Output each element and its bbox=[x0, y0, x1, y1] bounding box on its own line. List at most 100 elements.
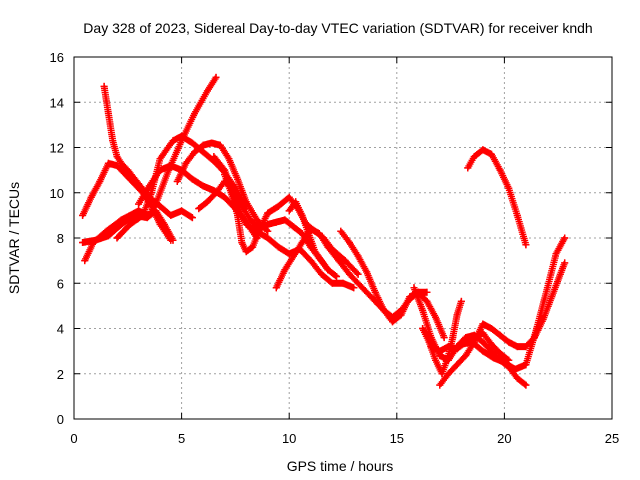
x-tick-label: 10 bbox=[282, 431, 296, 446]
data-point bbox=[79, 211, 87, 219]
data-point bbox=[543, 284, 551, 292]
data-point bbox=[462, 338, 470, 346]
data-point bbox=[419, 325, 427, 332]
data-series bbox=[79, 73, 569, 389]
data-point bbox=[264, 209, 272, 217]
chart-title: Day 328 of 2023, Sidereal Day-to-day VTE… bbox=[83, 20, 592, 36]
data-point bbox=[227, 189, 235, 197]
data-point bbox=[423, 288, 431, 296]
data-point bbox=[156, 202, 164, 210]
data-point bbox=[188, 175, 196, 183]
data-point bbox=[487, 150, 495, 158]
data-point bbox=[124, 166, 132, 174]
y-tick-label: 10 bbox=[50, 186, 64, 201]
data-point bbox=[264, 234, 272, 242]
data-point bbox=[444, 370, 452, 378]
data-point bbox=[552, 250, 560, 258]
data-point bbox=[135, 200, 143, 208]
data-point bbox=[145, 182, 153, 190]
data-point bbox=[444, 343, 452, 351]
data-point bbox=[109, 137, 117, 145]
data-point bbox=[221, 171, 229, 179]
data-point bbox=[464, 164, 472, 172]
data-point bbox=[234, 211, 242, 219]
data-point bbox=[561, 259, 569, 267]
data-point bbox=[419, 306, 427, 314]
data-point bbox=[87, 193, 95, 201]
y-tick-label: 16 bbox=[50, 50, 64, 65]
data-point bbox=[191, 148, 199, 156]
data-point bbox=[556, 270, 564, 278]
data-point bbox=[363, 268, 371, 276]
data-point bbox=[298, 211, 306, 219]
data-point bbox=[285, 207, 293, 215]
series-track-l bbox=[337, 227, 448, 342]
data-point bbox=[425, 338, 433, 346]
data-point bbox=[272, 218, 280, 226]
data-point bbox=[246, 216, 254, 224]
data-point bbox=[285, 193, 293, 201]
data-point bbox=[135, 180, 143, 188]
data-point bbox=[81, 257, 89, 265]
data-point bbox=[470, 153, 478, 161]
x-tick-label: 25 bbox=[605, 431, 619, 446]
series-track-n bbox=[419, 297, 465, 378]
data-point bbox=[79, 239, 87, 247]
data-point bbox=[496, 166, 504, 174]
data-point bbox=[238, 239, 246, 247]
data-point bbox=[522, 241, 530, 249]
data-point bbox=[513, 211, 521, 219]
data-point bbox=[113, 234, 121, 242]
data-point bbox=[281, 266, 289, 274]
data-point bbox=[522, 361, 530, 369]
data-point bbox=[234, 175, 242, 183]
data-point bbox=[191, 110, 199, 118]
data-point bbox=[96, 177, 104, 185]
series-track-d bbox=[79, 207, 177, 247]
data-point bbox=[104, 159, 112, 167]
data-point bbox=[324, 243, 332, 251]
data-point bbox=[242, 220, 250, 228]
data-point bbox=[440, 334, 448, 342]
data-point bbox=[453, 311, 461, 319]
data-point bbox=[156, 155, 164, 163]
data-point bbox=[397, 311, 405, 319]
data-point bbox=[104, 110, 112, 118]
data-point bbox=[496, 349, 504, 357]
y-tick-label: 8 bbox=[57, 231, 64, 246]
data-point bbox=[427, 343, 435, 351]
data-point bbox=[511, 365, 519, 373]
data-point bbox=[479, 347, 487, 355]
data-point bbox=[178, 207, 186, 215]
y-tick-label: 14 bbox=[50, 95, 64, 110]
data-point bbox=[490, 354, 498, 362]
data-point bbox=[147, 189, 155, 197]
data-point bbox=[505, 338, 513, 346]
data-point bbox=[457, 297, 465, 305]
data-point bbox=[167, 211, 175, 219]
x-axis-label: GPS time / hours bbox=[287, 458, 394, 474]
data-point bbox=[436, 381, 444, 389]
series-track-r bbox=[427, 329, 513, 364]
data-point bbox=[505, 356, 513, 364]
x-tick-labels: 0 5 10 15 20 25 bbox=[70, 431, 619, 446]
data-point bbox=[253, 216, 261, 224]
data-point bbox=[210, 153, 218, 161]
data-point bbox=[513, 374, 521, 382]
y-tick-label: 6 bbox=[57, 276, 64, 291]
data-point bbox=[143, 214, 151, 222]
data-point bbox=[255, 227, 263, 235]
data-point bbox=[152, 207, 160, 215]
data-point bbox=[436, 347, 444, 355]
data-point bbox=[505, 184, 513, 192]
data-point bbox=[92, 236, 100, 244]
data-point bbox=[225, 155, 233, 163]
data-point bbox=[337, 227, 345, 235]
data-point bbox=[117, 159, 125, 167]
data-point bbox=[208, 139, 216, 147]
data-point bbox=[113, 162, 121, 170]
data-point bbox=[548, 293, 556, 301]
data-point bbox=[388, 318, 396, 326]
data-point bbox=[242, 198, 250, 206]
data-point bbox=[167, 162, 175, 170]
